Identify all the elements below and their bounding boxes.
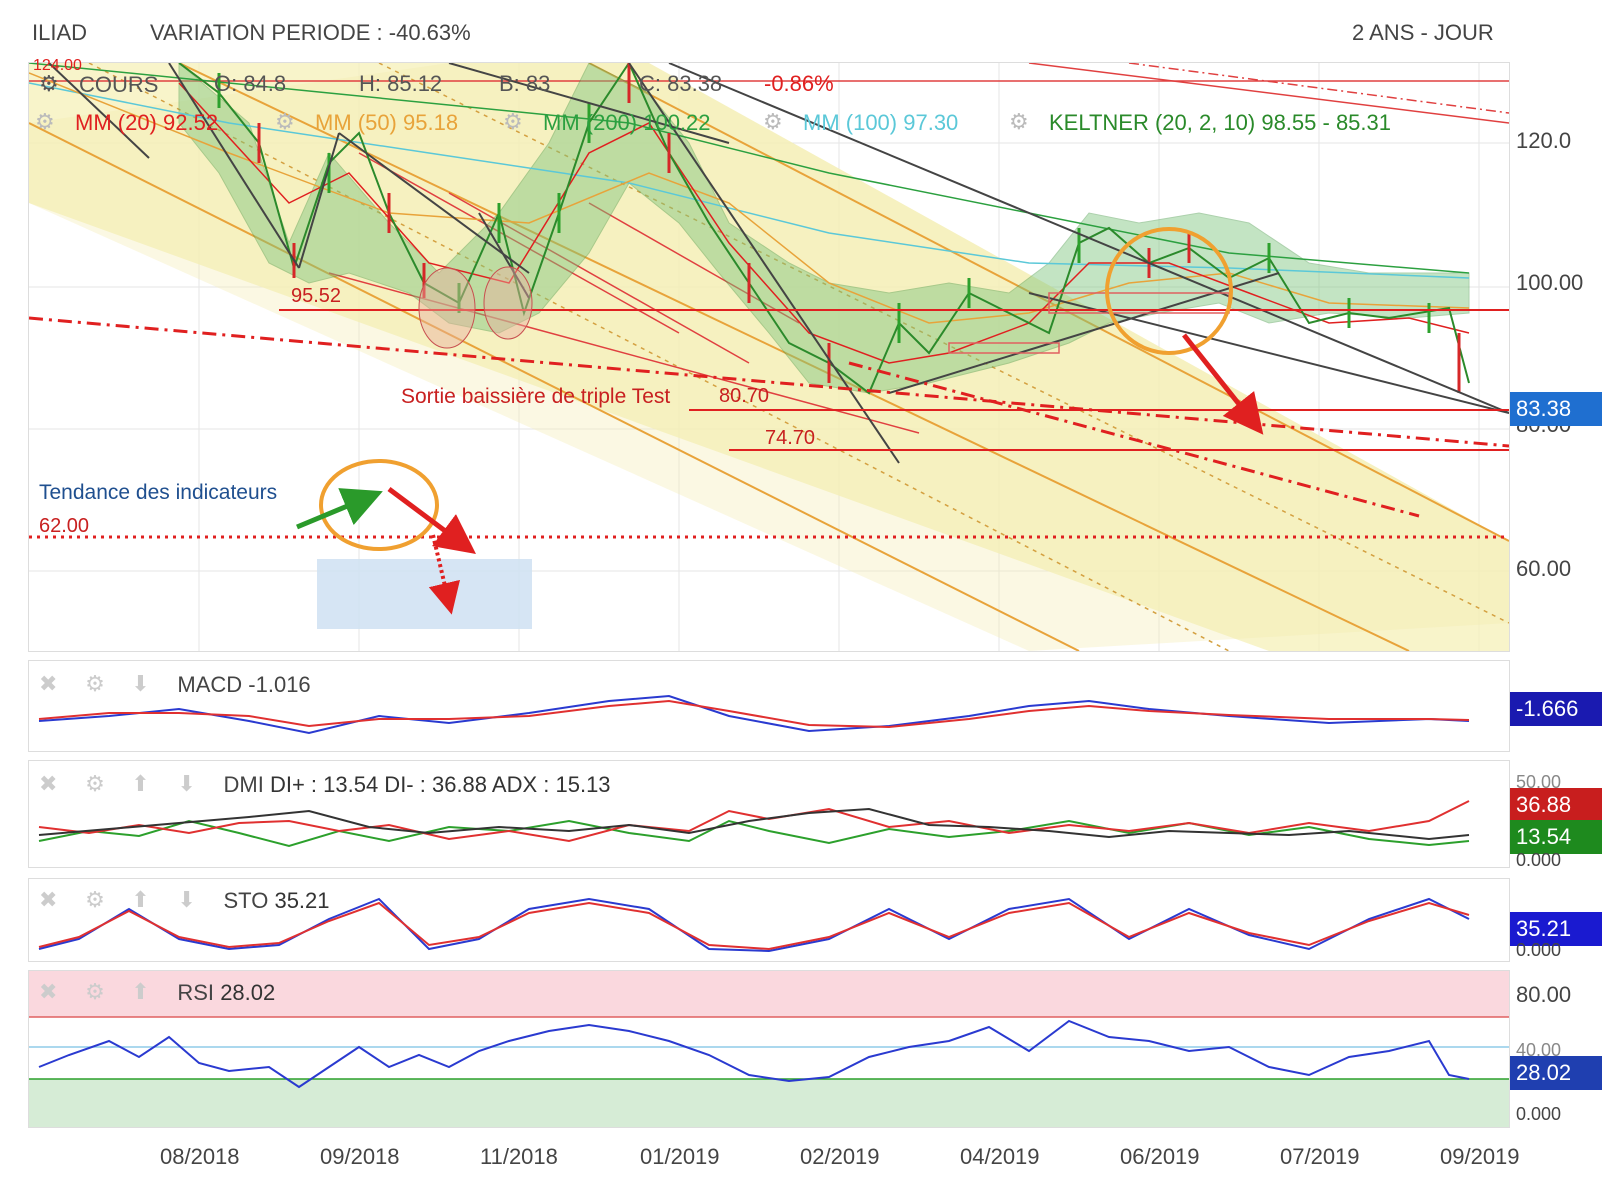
dmi-svg: [38, 800, 1470, 848]
gear-icon[interactable]: ⚙: [85, 979, 105, 1004]
rsi-overbought-zone: [29, 971, 1509, 1017]
dmi-top-tick: 50.00: [1516, 772, 1562, 792]
sto-tag: 35.21: [1510, 912, 1602, 946]
legend-close: C: 83.38: [639, 71, 723, 96]
gear-icon[interactable]: ⚙: [35, 109, 55, 134]
dmi-minus-tag: 36.88: [1510, 788, 1602, 822]
close-icon[interactable]: ✖: [39, 671, 58, 696]
x-tick-label: 06/2019: [1120, 1144, 1200, 1169]
legend-keltner: ⚙ KELTNER (20, 2, 10) 98.55 - 85.31: [1009, 109, 1391, 139]
mm20-line: [178, 82, 1470, 364]
x-tick-label: 02/2019: [800, 1144, 880, 1169]
period-label[interactable]: 2 ANS - JOUR: [1352, 20, 1494, 45]
indicator-circle: [319, 459, 439, 551]
price-tick-60: 60.00: [1516, 556, 1572, 581]
arrow-up-icon[interactable]: ⬆: [131, 887, 150, 912]
red-arrow: [387, 486, 477, 554]
level-62-label: 62.00: [39, 515, 90, 537]
x-tick-label: 11/2018: [480, 1144, 558, 1169]
breakout-circle: [1105, 227, 1233, 355]
legend-cours: ⚙ COURS: [39, 71, 158, 101]
legend-open: O: 84.8: [214, 71, 287, 96]
legend-mm50: ⚙ MM (50) 95.18: [275, 109, 458, 139]
ticker-label: ILIAD: [32, 20, 88, 45]
dmi-panel: ✖ ⚙ ⬆ ⬇ DMI DI+ : 13.54 DI- : 36.88 ADX …: [28, 760, 1510, 868]
close-icon[interactable]: ✖: [39, 979, 58, 1004]
breakout-arrow: [1182, 333, 1264, 435]
mm100-line: [29, 82, 1470, 279]
level-80-label: 80.70: [719, 385, 770, 407]
macd-tag: -1.666: [1510, 692, 1602, 726]
test-circle-1: [418, 267, 476, 349]
legend-mm100: ⚙ MM (100) 97.30: [763, 109, 958, 139]
rsi-oversold-zone: [29, 1079, 1509, 1127]
arrow-up-icon[interactable]: ⬆: [131, 979, 150, 1004]
level-74-label: 74.70: [765, 427, 816, 449]
x-tick-label: 04/2019: [960, 1144, 1040, 1169]
arrow-up-icon[interactable]: ⬆: [131, 771, 150, 796]
x-tick-label: 01/2019: [640, 1144, 720, 1169]
rsi-tag: 28.02: [1510, 1056, 1602, 1090]
price-tick-100: 100.00: [1516, 270, 1584, 295]
green-arrow: [296, 488, 383, 530]
rsi-mid-tick: 40.00: [1516, 1040, 1562, 1060]
price-panel: 124.00 ⚙ COURS O: 84.8 H: 85.12 B: 83 C: …: [28, 57, 1510, 652]
price-chart-svg: [29, 63, 1509, 651]
candles: [217, 63, 1461, 393]
arrow-down-icon[interactable]: ⬇: [131, 671, 150, 696]
arrow-down-icon[interactable]: ⬇: [177, 887, 196, 912]
close-icon[interactable]: ✖: [39, 771, 58, 796]
level-95-label: 95.52: [291, 285, 342, 307]
rsi-zero-tick: 0.000: [1516, 1104, 1562, 1124]
descending-channel-inner: [29, 63, 1509, 651]
variation-label: VARIATION PERIODE : -40.63%: [150, 20, 471, 45]
macd-panel: ✖ ⚙ ⬇ MACD -1.016: [28, 660, 1510, 752]
rsi-panel: ✖ ⚙ ⬆ RSI 28.02: [28, 970, 1510, 1128]
close-icon[interactable]: ✖: [39, 887, 58, 912]
sto-header: ✖ ⚙ ⬆ ⬇ STO 35.21: [39, 887, 330, 917]
dmi-zero-tick: 0.000: [1516, 850, 1562, 870]
gear-icon[interactable]: ⚙: [503, 109, 523, 134]
arrow-down-icon[interactable]: ⬇: [177, 771, 196, 796]
trend-text: Tendance des indicateurs: [39, 481, 278, 504]
price-tick-120: 120.0: [1516, 128, 1572, 153]
exit-text: Sortie baissière de triple Test: [401, 385, 671, 408]
gear-icon[interactable]: ⚙: [85, 671, 105, 696]
sto-zero-tick: 0.000: [1516, 940, 1562, 960]
dmi-plus-tag: 13.54: [1510, 820, 1602, 854]
gear-icon[interactable]: ⚙: [1009, 109, 1029, 134]
dmi-header: ✖ ⚙ ⬆ ⬇ DMI DI+ : 13.54 DI- : 36.88 ADX …: [39, 771, 611, 801]
rsi-svg: [29, 1016, 1509, 1089]
x-tick-label: 07/2019: [1280, 1144, 1360, 1169]
rsi-header: ✖ ⚙ ⬆ RSI 28.02: [39, 979, 275, 1009]
rsi-top-tick: 80.00: [1516, 982, 1572, 1007]
last-price-tag: 83.38: [1510, 392, 1602, 426]
gear-icon[interactable]: ⚙: [39, 71, 59, 96]
legend-change: -0.86%: [764, 71, 834, 96]
gear-icon[interactable]: ⚙: [763, 109, 783, 134]
descending-channel: [29, 63, 1509, 651]
legend-low: B: 83: [499, 71, 551, 96]
macd-header: ✖ ⚙ ⬇ MACD -1.016: [39, 671, 311, 701]
gear-icon[interactable]: ⚙: [85, 887, 105, 912]
macd-svg: [38, 694, 1470, 735]
gear-icon[interactable]: ⚙: [85, 771, 105, 796]
legend-mm20: ⚙ MM (20) 92.52: [35, 109, 218, 139]
legend-high: H: 85.12: [359, 71, 443, 96]
projection-box: [317, 559, 532, 629]
legend-top-partial: 124.00: [33, 57, 82, 74]
x-tick-label: 09/2018: [320, 1144, 400, 1169]
sto-panel: ✖ ⚙ ⬆ ⬇ STO 35.21: [28, 878, 1510, 962]
gear-icon[interactable]: ⚙: [275, 109, 295, 134]
price-line: [178, 63, 1470, 395]
sto-svg: [38, 897, 1470, 953]
x-tick-label: 08/2018: [160, 1144, 240, 1169]
legend-mm200: ⚙ MM (200) 100.22: [503, 109, 711, 139]
x-tick-label: 09/2019: [1440, 1144, 1520, 1169]
test-circle-2: [483, 266, 533, 340]
mm200-line: [29, 63, 1470, 274]
